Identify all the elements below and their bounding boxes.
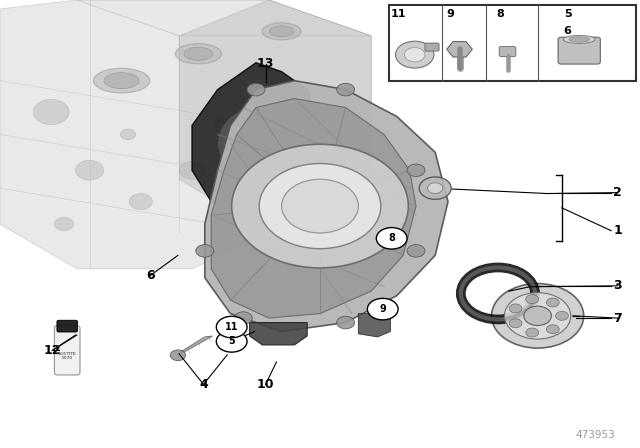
Circle shape: [524, 306, 552, 326]
Circle shape: [509, 304, 522, 313]
Circle shape: [337, 83, 355, 96]
Circle shape: [33, 99, 69, 125]
Circle shape: [367, 298, 398, 320]
Circle shape: [419, 177, 451, 199]
Circle shape: [504, 293, 571, 339]
Ellipse shape: [563, 35, 595, 43]
Text: 5: 5: [228, 336, 235, 346]
Text: 11: 11: [225, 322, 239, 332]
Circle shape: [526, 295, 539, 304]
Circle shape: [428, 183, 443, 194]
Polygon shape: [0, 0, 371, 269]
Circle shape: [129, 194, 152, 210]
Circle shape: [120, 129, 136, 140]
Text: 8: 8: [496, 9, 504, 19]
Text: 6: 6: [146, 269, 155, 282]
Ellipse shape: [218, 108, 294, 179]
Text: 8: 8: [388, 233, 395, 243]
Polygon shape: [192, 63, 320, 215]
Circle shape: [547, 298, 559, 307]
Text: 1: 1: [613, 224, 622, 237]
Circle shape: [247, 83, 265, 96]
Circle shape: [234, 312, 252, 324]
Text: 12: 12: [44, 344, 61, 357]
Circle shape: [282, 179, 358, 233]
Bar: [389, 5, 636, 81]
Ellipse shape: [262, 23, 301, 40]
FancyBboxPatch shape: [499, 47, 516, 56]
Text: 9: 9: [380, 304, 386, 314]
Polygon shape: [176, 336, 212, 355]
Circle shape: [76, 160, 104, 180]
Circle shape: [179, 161, 205, 179]
Circle shape: [407, 245, 425, 257]
Text: 11: 11: [391, 9, 406, 19]
Text: 473953: 473953: [575, 431, 615, 440]
Ellipse shape: [104, 73, 140, 89]
Circle shape: [404, 47, 425, 62]
Circle shape: [196, 245, 214, 257]
Text: 9: 9: [446, 9, 454, 19]
Circle shape: [216, 316, 247, 338]
Circle shape: [232, 144, 408, 268]
Circle shape: [547, 325, 559, 334]
Text: 7: 7: [613, 311, 622, 325]
Circle shape: [526, 328, 539, 337]
Circle shape: [492, 284, 584, 348]
Ellipse shape: [93, 69, 150, 93]
FancyBboxPatch shape: [57, 320, 77, 332]
FancyBboxPatch shape: [425, 43, 439, 51]
Circle shape: [54, 217, 74, 231]
Circle shape: [337, 316, 355, 329]
Circle shape: [376, 228, 407, 249]
Text: 6: 6: [564, 26, 572, 36]
Circle shape: [170, 350, 186, 361]
Circle shape: [556, 311, 568, 320]
Text: 3: 3: [613, 279, 622, 293]
Circle shape: [216, 331, 247, 352]
Circle shape: [396, 41, 434, 68]
Ellipse shape: [569, 37, 589, 42]
Text: 4: 4: [199, 378, 208, 391]
Polygon shape: [205, 81, 448, 332]
FancyBboxPatch shape: [54, 326, 80, 375]
Polygon shape: [250, 323, 307, 345]
Circle shape: [259, 164, 381, 249]
Circle shape: [214, 119, 234, 132]
Polygon shape: [211, 99, 416, 318]
Ellipse shape: [175, 44, 221, 64]
Circle shape: [407, 164, 425, 177]
Ellipse shape: [184, 47, 212, 60]
Polygon shape: [179, 0, 371, 233]
FancyBboxPatch shape: [558, 37, 600, 64]
Text: 5: 5: [564, 9, 572, 19]
Ellipse shape: [269, 26, 294, 37]
Polygon shape: [77, 0, 371, 36]
Circle shape: [509, 319, 522, 328]
Text: LOCTITE
5070: LOCTITE 5070: [58, 352, 76, 361]
Text: 13: 13: [257, 57, 275, 70]
Polygon shape: [358, 314, 390, 337]
Polygon shape: [447, 42, 472, 57]
Text: 10: 10: [257, 378, 275, 391]
Text: 2: 2: [613, 186, 622, 199]
